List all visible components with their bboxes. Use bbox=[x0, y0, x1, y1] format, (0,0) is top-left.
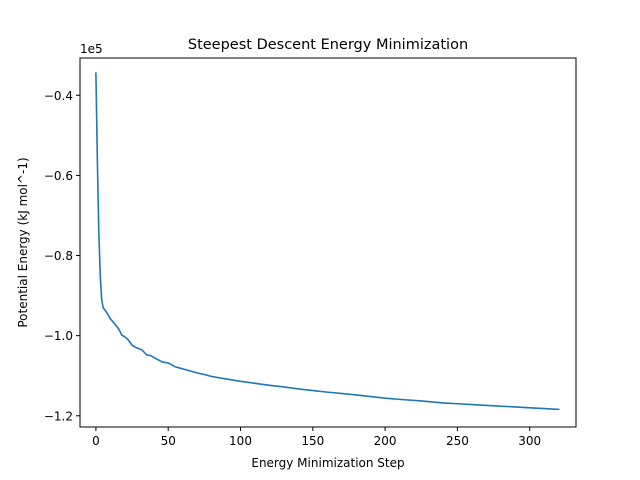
plot-area bbox=[95, 72, 560, 411]
series-line-0 bbox=[95, 72, 560, 411]
x-tick-label: 50 bbox=[161, 434, 176, 448]
y-axis-label: Potential Energy (kJ mol^-1) bbox=[16, 157, 30, 327]
y-axis: −0.4 −0.6 −0.8 −1.0 −1.2 bbox=[44, 89, 80, 423]
x-tick-label: 0 bbox=[92, 434, 100, 448]
y-tick-label: −1.0 bbox=[44, 329, 73, 343]
y-offset-label: 1e5 bbox=[80, 42, 103, 56]
x-tick-label: 100 bbox=[229, 434, 252, 448]
y-tick-label: −0.6 bbox=[44, 169, 73, 183]
x-tick-label: 200 bbox=[374, 434, 397, 448]
y-tick-label: −0.4 bbox=[44, 89, 73, 103]
x-tick-label: 150 bbox=[301, 434, 324, 448]
y-tick-label: −1.2 bbox=[44, 409, 73, 423]
axes-frame bbox=[79, 57, 577, 428]
chart-title: Steepest Descent Energy Minimization bbox=[188, 37, 468, 53]
x-axis-label: Energy Minimization Step bbox=[251, 456, 404, 470]
x-tick-label: 250 bbox=[446, 434, 469, 448]
y-tick-label: −0.8 bbox=[44, 249, 73, 263]
x-axis: 0 50 100 150 200 250 300 bbox=[92, 427, 541, 448]
x-tick-label: 300 bbox=[518, 434, 541, 448]
